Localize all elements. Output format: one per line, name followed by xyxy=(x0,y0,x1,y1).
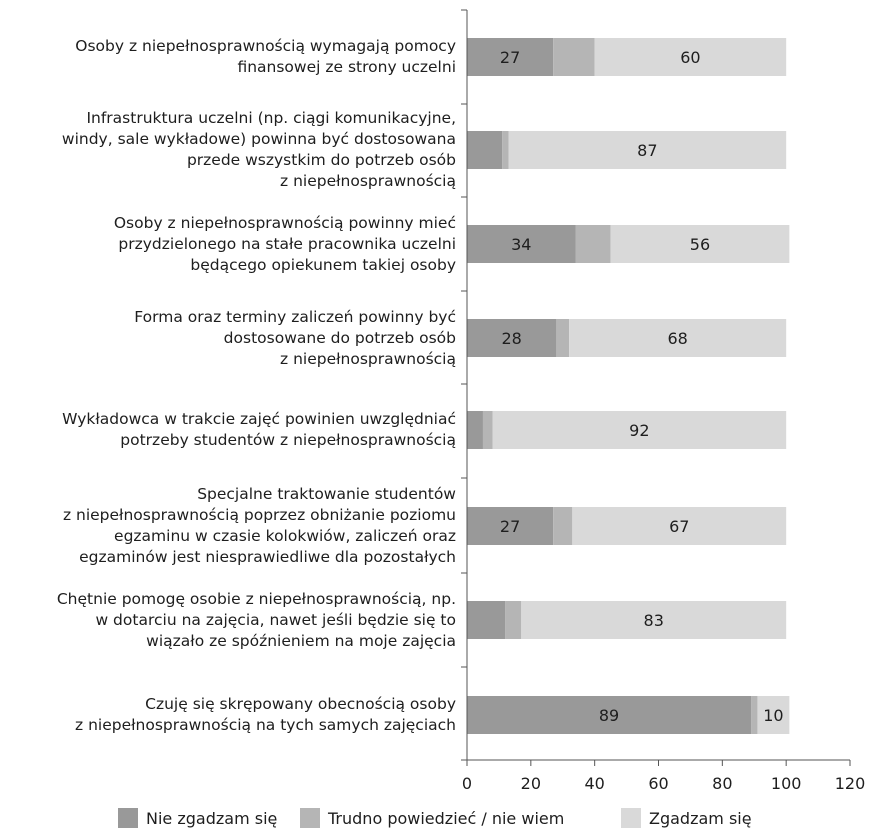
x-tick-label-100: 100 xyxy=(771,774,802,793)
category-label-line: Wykładowca w trakcie zajęć powinien uwzg… xyxy=(62,410,456,428)
bar-segment-3-series-1 xyxy=(467,225,576,263)
category-label-8: Czuję się skrępowany obecnością osoby z n… xyxy=(0,694,456,736)
bar-segment-6-series-2 xyxy=(553,507,573,545)
legend-label-nie-zgadzam: Nie zgadzam się xyxy=(146,808,278,828)
category-label-line: egzaminu w czasie kolokwiów, zaliczeń or… xyxy=(114,527,456,545)
category-label-3: Osoby z niepełnosprawnością powinny mieć… xyxy=(0,213,456,276)
category-label-line: Specjalne traktowanie studentów xyxy=(197,485,456,503)
data-label-8-series-1: 89 xyxy=(599,706,619,725)
legend-swatch-trudno-powiedziec xyxy=(300,808,320,828)
data-label-3-series-3: 56 xyxy=(690,235,710,254)
category-label-line: przede wszystkim do potrzeb osób xyxy=(186,151,456,169)
data-label-2-series-3: 87 xyxy=(637,141,657,160)
category-label-4: Forma oraz terminy zaliczeń powinny być d… xyxy=(0,307,456,370)
category-label-line: z niepełnosprawnością poprzez obniżanie … xyxy=(62,506,456,524)
category-label-7: Chętnie pomogę osobie z niepełnosprawnoś… xyxy=(0,589,456,652)
bar-segment-1-series-3 xyxy=(594,38,787,76)
data-label-5-series-3: 92 xyxy=(629,421,649,440)
category-label-line: potrzeby studentów z niepełnosprawnością xyxy=(120,431,456,449)
data-label-6-series-3: 67 xyxy=(669,517,689,536)
x-tick-label-40: 40 xyxy=(584,774,604,793)
bar-segment-5-series-1 xyxy=(467,411,483,449)
category-label-6: Specjalne traktowanie studentów z niepełn… xyxy=(0,484,456,568)
data-label-3-series-1: 34 xyxy=(511,235,531,254)
category-label-line: windy, sale wykładowe) powinna być dosto… xyxy=(61,130,456,148)
bar-segment-3-series-2 xyxy=(575,225,611,263)
bar-segment-1-series-1 xyxy=(467,38,554,76)
bar-segment-2-series-3 xyxy=(508,131,787,169)
data-label-1-series-1: 27 xyxy=(500,48,520,67)
category-label-line: finansowej ze strony uczelni xyxy=(237,58,456,76)
data-label-7-series-3: 83 xyxy=(644,611,664,630)
data-label-4-series-3: 68 xyxy=(667,329,687,348)
legend-item-trudno-powiedziec: Trudno powiedzieć / nie wiem xyxy=(300,808,564,828)
category-label-line: dostosowane do potrzeb osób xyxy=(223,328,456,347)
data-label-1-series-3: 60 xyxy=(680,48,700,67)
legend-swatch-nie-zgadzam xyxy=(118,808,138,828)
category-label-line: Forma oraz terminy zaliczeń powinny być xyxy=(134,307,456,326)
bar-segment-8-series-1 xyxy=(467,696,752,734)
legend-label-zgadzam: Zgadzam się xyxy=(649,808,752,828)
x-tick-label-120: 120 xyxy=(835,774,866,793)
bar-segment-4-series-1 xyxy=(467,319,557,357)
bar-segment-5-series-2 xyxy=(482,411,493,449)
category-label-line: z niepełnosprawnością na tych samych zaj… xyxy=(75,716,456,734)
bar-segment-6-series-3 xyxy=(572,507,787,545)
category-label-5: Wykładowca w trakcie zajęć powinien uwzg… xyxy=(0,409,456,451)
category-label-line: będącego opiekunem takiej osoby xyxy=(190,255,456,274)
category-label-line: wiązało ze spóźnieniem na moje zajęcia xyxy=(146,631,456,650)
data-label-4-series-1: 28 xyxy=(502,329,522,348)
legend: Nie zgadzam się Trudno powiedzieć / nie … xyxy=(0,808,869,832)
bar-segment-7-series-1 xyxy=(467,601,506,639)
legend-swatch-zgadzam xyxy=(621,808,641,828)
x-tick-label-80: 80 xyxy=(712,774,732,793)
bar-segment-8-series-3 xyxy=(757,696,790,734)
category-label-2: Infrastruktura uczelni (np. ciągi komuni… xyxy=(0,108,456,192)
data-label-8-series-3: 10 xyxy=(763,706,783,725)
bar-segment-4-series-2 xyxy=(556,319,570,357)
legend-item-zgadzam: Zgadzam się xyxy=(621,808,752,828)
category-label-line: z niepełnosprawnością xyxy=(280,349,456,368)
x-tick-label-60: 60 xyxy=(648,774,668,793)
category-label-line: przydzielonego na stałe pracownika uczel… xyxy=(118,234,456,253)
category-label-line: Osoby z niepełnosprawnością powinny mieć xyxy=(113,213,456,232)
x-tick-label-20: 20 xyxy=(521,774,541,793)
category-label-line: w dotarciu na zajęcia, nawet jeśli będzi… xyxy=(95,610,456,629)
bar-segment-7-series-3 xyxy=(521,601,787,639)
bar-segment-1-series-2 xyxy=(553,38,595,76)
legend-item-nie-zgadzam: Nie zgadzam się xyxy=(118,808,277,828)
bar-segment-8-series-2 xyxy=(751,696,758,734)
bar-segment-3-series-3 xyxy=(610,225,790,263)
legend-label-trudno-powiedziec: Trudno powiedzieć / nie wiem xyxy=(328,808,565,828)
category-label-line: Infrastruktura uczelni (np. ciągi komuni… xyxy=(86,109,456,127)
category-label-1: Osoby z niepełnosprawnością wymagają pom… xyxy=(0,36,456,78)
category-label-line: Czuję się skrępowany obecnością osoby xyxy=(145,695,456,713)
category-label-line: Osoby z niepełnosprawnością wymagają pom… xyxy=(75,37,456,55)
category-label-line: egzaminów jest niesprawiedliwe dla pozos… xyxy=(79,548,456,566)
category-label-line: Chętnie pomogę osobie z niepełnosprawnoś… xyxy=(56,589,456,608)
bar-segment-7-series-2 xyxy=(505,601,522,639)
x-tick-label-0: 0 xyxy=(462,774,472,793)
data-label-6-series-1: 27 xyxy=(500,517,520,536)
bar-segment-4-series-3 xyxy=(569,319,787,357)
bar-segment-6-series-1 xyxy=(467,507,554,545)
bar-segment-2-series-1 xyxy=(467,131,503,169)
bar-segment-2-series-2 xyxy=(502,131,509,169)
bar-segment-5-series-3 xyxy=(492,411,787,449)
category-label-line: z niepełnosprawnością xyxy=(280,172,456,190)
